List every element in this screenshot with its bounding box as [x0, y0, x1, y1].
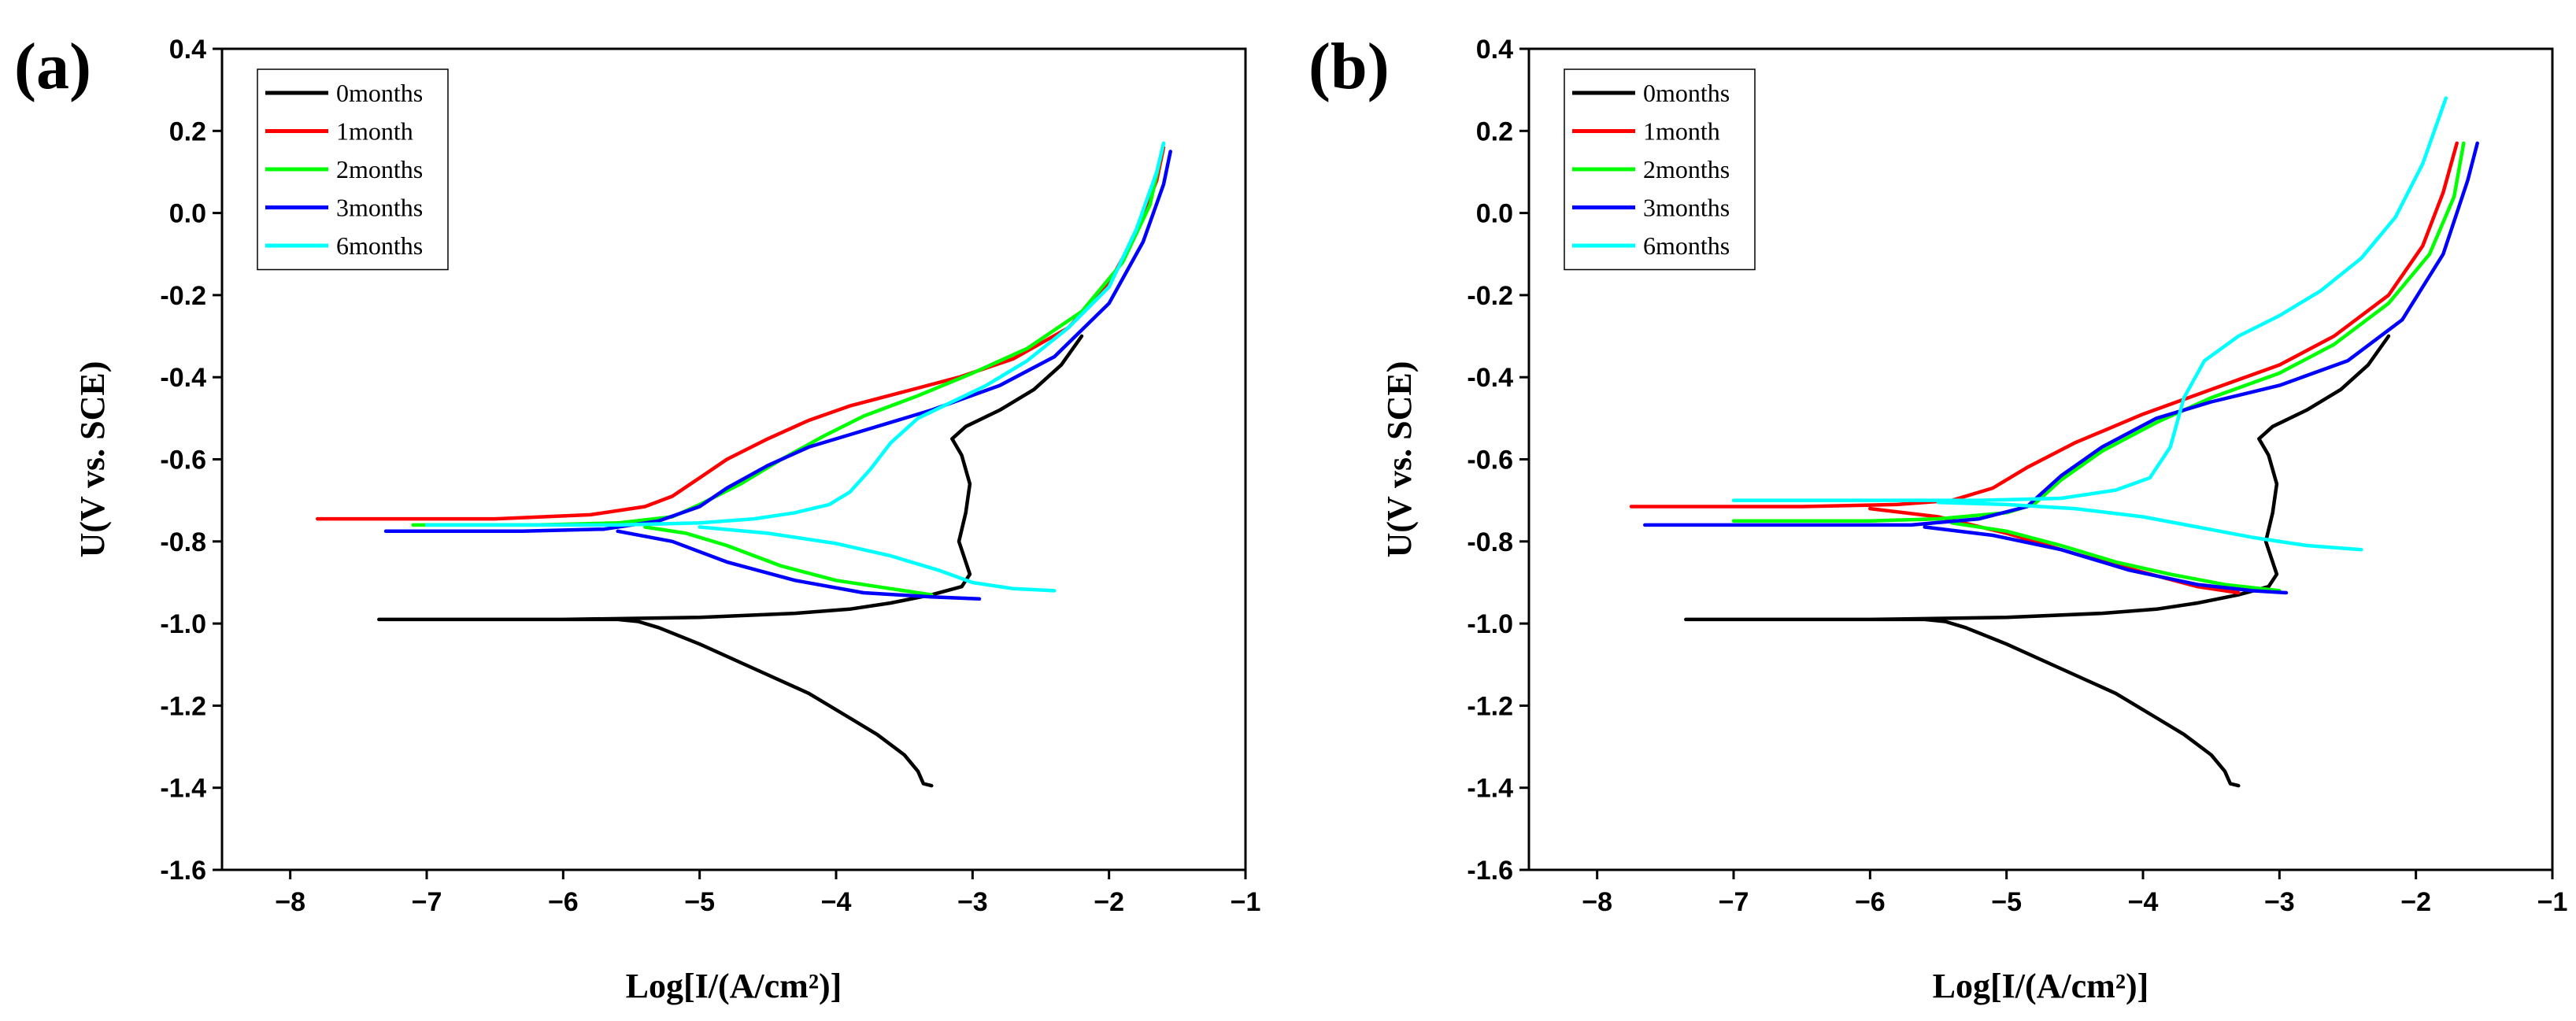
- x-tick-label: −4: [821, 887, 852, 917]
- y-tick-label: -1.6: [160, 856, 206, 886]
- y-tick-label: -0.4: [1467, 363, 1513, 393]
- y-tick-label: -0.8: [160, 527, 206, 557]
- x-tick-label: −3: [957, 887, 988, 917]
- x-tick-label: −6: [1855, 887, 1886, 917]
- x-tick-label: −1: [2537, 887, 2568, 917]
- series-line-0months: [1684, 334, 2391, 788]
- x-tick-label: −7: [1719, 887, 1749, 917]
- curves: [1629, 96, 2479, 788]
- series-line-6months: [424, 141, 1166, 593]
- y-tick-label: 0.2: [1476, 117, 1513, 146]
- x-tick-label: −8: [1582, 887, 1612, 917]
- x-tick-label: −8: [275, 887, 305, 917]
- y-tick-label: -1.0: [1467, 609, 1513, 639]
- legend-label-1month: 1month: [1643, 117, 1720, 146]
- legend: 0months 1month 2months 3months 6months: [1564, 68, 1756, 271]
- x-tick-label: −1: [1231, 887, 1261, 917]
- y-tick-label: 0.0: [169, 199, 206, 229]
- legend: 0months 1month 2months 3months 6months: [257, 68, 449, 271]
- x-tick-label: −2: [2400, 887, 2431, 917]
- y-tick-label: -0.6: [160, 446, 206, 475]
- legend-label-2months: 2months: [1643, 155, 1730, 183]
- legend-label-6months: 6months: [336, 231, 423, 260]
- y-tick-label: -1.4: [1467, 774, 1513, 804]
- x-axis-title: Log[I/(A/cm²)]: [626, 967, 842, 1005]
- y-tick-label: -0.4: [160, 363, 206, 393]
- series-line-2months: [1731, 141, 2466, 593]
- y-axis-title: U(V vs. SCE): [1380, 361, 1419, 558]
- panel-a: (a) −8 −7 −6 −5 −4 −3 −2 −1 -1.6 -1.4 -1.2 -1.0 -0.8 -…: [14, 30, 1260, 1005]
- y-tick-label: 0.2: [169, 117, 206, 146]
- x-tick-label: −3: [2264, 887, 2295, 917]
- series-line-6months: [1731, 96, 2448, 552]
- y-tick-label: 0.4: [169, 35, 206, 65]
- x-tick-label: −5: [1991, 887, 2022, 917]
- legend-label-0months: 0months: [336, 79, 423, 107]
- panel-b: (b) −8 −7 −6 −5 −4 −3 −2 −1 -1.6 -1.4 -1.2 -1.0 -0.8 -…: [1308, 30, 2567, 1005]
- legend-label-2months: 2months: [336, 155, 423, 183]
- series-line-2months: [411, 141, 1166, 597]
- y-tick-label: -0.2: [160, 281, 206, 311]
- legend-label-6months: 6months: [1643, 231, 1730, 260]
- x-tick-label: −7: [412, 887, 442, 917]
- x-tick-label: −5: [684, 887, 715, 917]
- panel-label: (a): [14, 30, 91, 103]
- y-tick-label: -0.2: [1467, 281, 1513, 311]
- y-axis-title: U(V vs. SCE): [73, 361, 112, 558]
- y-tick-label: -0.8: [1467, 527, 1513, 557]
- series-line-3months: [1643, 141, 2479, 595]
- x-axis-title: Log[I/(A/cm²)]: [1933, 967, 2149, 1005]
- legend-label-3months: 3months: [336, 194, 423, 222]
- y-tick-label: -1.0: [160, 609, 206, 639]
- y-tick-label: -0.6: [1467, 446, 1513, 475]
- legend-label-1month: 1month: [336, 117, 413, 146]
- curves: [316, 141, 1172, 788]
- legend-label-0months: 0months: [1643, 79, 1730, 107]
- legend-label-3months: 3months: [1643, 194, 1730, 222]
- series-line-0months: [377, 334, 1084, 788]
- y-tick-label: -1.6: [1467, 856, 1513, 886]
- y-tick-label: -1.2: [1467, 691, 1513, 721]
- series-line-3months: [383, 150, 1172, 601]
- x-tick-label: −6: [548, 887, 579, 917]
- x-tick-label: −4: [2128, 887, 2159, 917]
- y-tick-label: 0.0: [1476, 199, 1513, 229]
- y-tick-label: -1.2: [160, 691, 206, 721]
- y-tick-label: 0.4: [1476, 35, 1513, 65]
- x-tick-label: −2: [1094, 887, 1124, 917]
- y-tick-label: -1.4: [160, 774, 206, 804]
- panel-label: (b): [1308, 30, 1390, 103]
